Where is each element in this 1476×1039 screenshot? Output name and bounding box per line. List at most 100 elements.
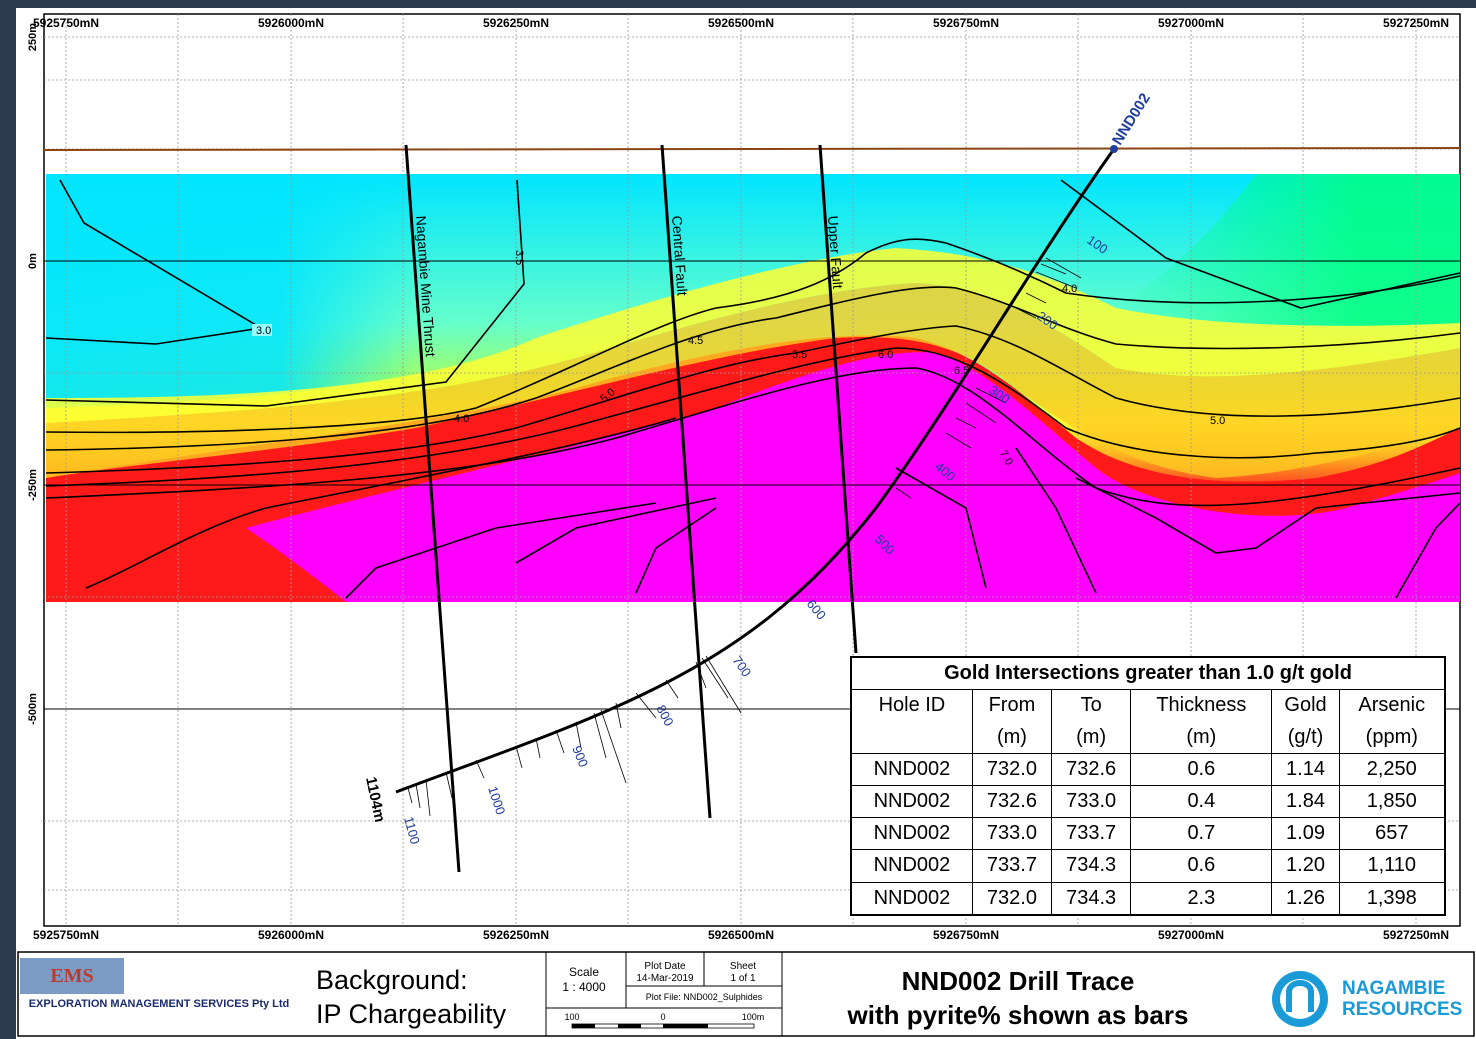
table-cell: 0.4 <box>1130 784 1273 819</box>
northing-label: 5926250mN <box>483 16 549 30</box>
contour-lines <box>45 179 1461 599</box>
client-name-line1: NAGAMBIE <box>1342 978 1445 999</box>
northing-label: 5926750mN <box>933 928 999 942</box>
nagambie-logo <box>1272 971 1328 1027</box>
table-cell: 1.84 <box>1271 784 1340 819</box>
left-axis-labels: 250m 0m -250m -500m <box>27 23 39 725</box>
table-cell: 732.0 <box>971 881 1053 916</box>
fault-label-upper: Upper Fault <box>825 215 846 289</box>
table-cell: 1.20 <box>1271 849 1340 883</box>
cross-section-plot: 3.0 3.5 4.0 4.0 4.5 5.0 5.0 5.5 6.0 6.5 … <box>17 13 1475 1037</box>
contour-label: 5.5 <box>792 349 807 361</box>
table-unit: (g/t) <box>1271 721 1340 754</box>
northing-label: 5926750mN <box>933 16 999 30</box>
table-cell: 733.7 <box>971 849 1053 883</box>
plot-date: 14-Mar-2019 <box>636 973 694 984</box>
table-cell: 657 <box>1338 817 1446 851</box>
northing-label: 5926000mN <box>258 16 324 30</box>
pyrite-bars <box>407 257 1082 817</box>
fault-lines <box>404 144 858 873</box>
table-row: NND002 732.0 734.3 2.3 1.26 1,398 <box>850 881 1446 916</box>
table-cell: 733.7 <box>1051 817 1132 851</box>
contour-label-group: 3.0 3.5 4.0 4.0 4.5 5.0 5.0 5.5 6.0 6.5 … <box>252 250 1225 468</box>
plot-title: NND002 Drill Trace <box>902 966 1135 996</box>
contour-label: 3.5 <box>513 250 525 265</box>
table-cell: 2,250 <box>1338 752 1446 786</box>
fault-label-central: Central Fault <box>669 215 691 296</box>
contour-label: 3.0 <box>256 325 271 337</box>
table-header: Arsenic <box>1338 689 1446 722</box>
northing-label: 5925750mN <box>33 16 99 30</box>
company-name: EXPLORATION MANAGEMENT SERVICES Pty Ltd <box>29 998 290 1010</box>
background-label: Background: <box>316 965 468 995</box>
table-cell: 1.14 <box>1271 752 1340 786</box>
bottom-axis-labels: 5925750mN 5926000mN 5926250mN 5926500mN … <box>33 928 1449 942</box>
topography-line <box>43 147 1461 151</box>
contour-label: 6.0 <box>878 349 893 361</box>
table-row: NND002 733.0 733.7 0.7 1.09 657 <box>850 817 1446 851</box>
contour-label: 4.0 <box>1062 283 1077 295</box>
table-row: NND002 732.0 732.6 0.6 1.14 2,250 <box>850 752 1446 786</box>
plot-date-label: Plot Date <box>644 961 686 972</box>
scalebar-label: 0 <box>660 1012 665 1022</box>
sheet-value: 1 of 1 <box>730 973 755 984</box>
elevation-label: -250m <box>27 469 39 501</box>
fault-upper <box>818 144 858 654</box>
top-axis-labels: 5925750mN 5926000mN 5926250mN 5926500mN … <box>33 16 1449 30</box>
collar-marker <box>1110 145 1118 153</box>
elevation-label: 0m <box>27 253 39 269</box>
title-block: EMS EXPLORATION MANAGEMENT SERVICES Pty … <box>17 951 1475 1037</box>
northing-label: 5926000mN <box>258 928 324 942</box>
table-header: Gold <box>1271 689 1340 722</box>
scalebar-label: 100 <box>564 1012 579 1022</box>
table-header: To <box>1051 689 1132 722</box>
table-cell: NND002 <box>850 784 973 819</box>
scalebar-label: 100m <box>742 1012 765 1022</box>
table-cell: 732.0 <box>971 752 1053 786</box>
table-row: NND002 733.7 734.3 0.6 1.20 1,110 <box>850 849 1446 883</box>
northing-label: 5926500mN <box>708 16 774 30</box>
fault-central <box>660 144 712 819</box>
sheet-label: Sheet <box>730 961 756 972</box>
table-cell: NND002 <box>850 817 973 851</box>
section-plot-frame: 3.0 3.5 4.0 4.0 4.5 5.0 5.0 5.5 6.0 6.5 … <box>16 8 1476 1039</box>
table-cell: 732.6 <box>971 784 1053 819</box>
fault-nagambie-mine-thrust <box>404 144 461 873</box>
elevation-label: -500m <box>27 693 39 725</box>
table-header: From <box>971 689 1053 722</box>
table-cell: 1,850 <box>1338 784 1446 819</box>
northing-label: 5925750mN <box>33 928 99 942</box>
chargeability-model <box>46 174 1460 602</box>
table-cell: 733.0 <box>971 817 1053 851</box>
table-unit <box>850 721 973 754</box>
table-header: Hole ID <box>850 689 973 722</box>
table-row: NND002 732.6 733.0 0.4 1.84 1,850 <box>850 784 1446 819</box>
table-cell: NND002 <box>850 752 973 786</box>
gold-intersections-table: Gold Intersections greater than 1.0 g/t … <box>850 656 1446 916</box>
background-value: IP Chargeability <box>316 999 507 1029</box>
table-cell: 734.3 <box>1051 881 1132 916</box>
table-cell: 734.3 <box>1051 849 1132 883</box>
depth-mark: 1100 <box>401 815 423 846</box>
scale-label: Scale <box>569 965 599 979</box>
northing-label: 5927250mN <box>1383 928 1449 942</box>
northing-label: 5927000mN <box>1158 928 1224 942</box>
plot-file: Plot File: NND002_Sulphides <box>646 992 763 1002</box>
northing-label: 5927000mN <box>1158 16 1224 30</box>
table-cell: 1.26 <box>1271 881 1340 916</box>
contour-label: 5.0 <box>1210 415 1225 427</box>
scale-bar <box>571 1023 755 1029</box>
table-cell: 0.6 <box>1130 849 1273 883</box>
contour-label: 4.0 <box>454 413 469 425</box>
table-cell: 1,398 <box>1338 881 1446 916</box>
table-unit: (ppm) <box>1338 721 1446 754</box>
table-cell: 732.6 <box>1051 752 1132 786</box>
table-unit: (m) <box>1051 721 1132 754</box>
client-name-line2: RESOURCES <box>1342 999 1462 1020</box>
northing-label: 5926500mN <box>708 928 774 942</box>
ems-logo-text: EMS <box>50 965 93 987</box>
table-cell: NND002 <box>850 881 973 916</box>
table-cell: 1,110 <box>1338 849 1446 883</box>
northing-label: 5926250mN <box>483 928 549 942</box>
table-title: Gold Intersections greater than 1.0 g/t … <box>850 656 1446 691</box>
